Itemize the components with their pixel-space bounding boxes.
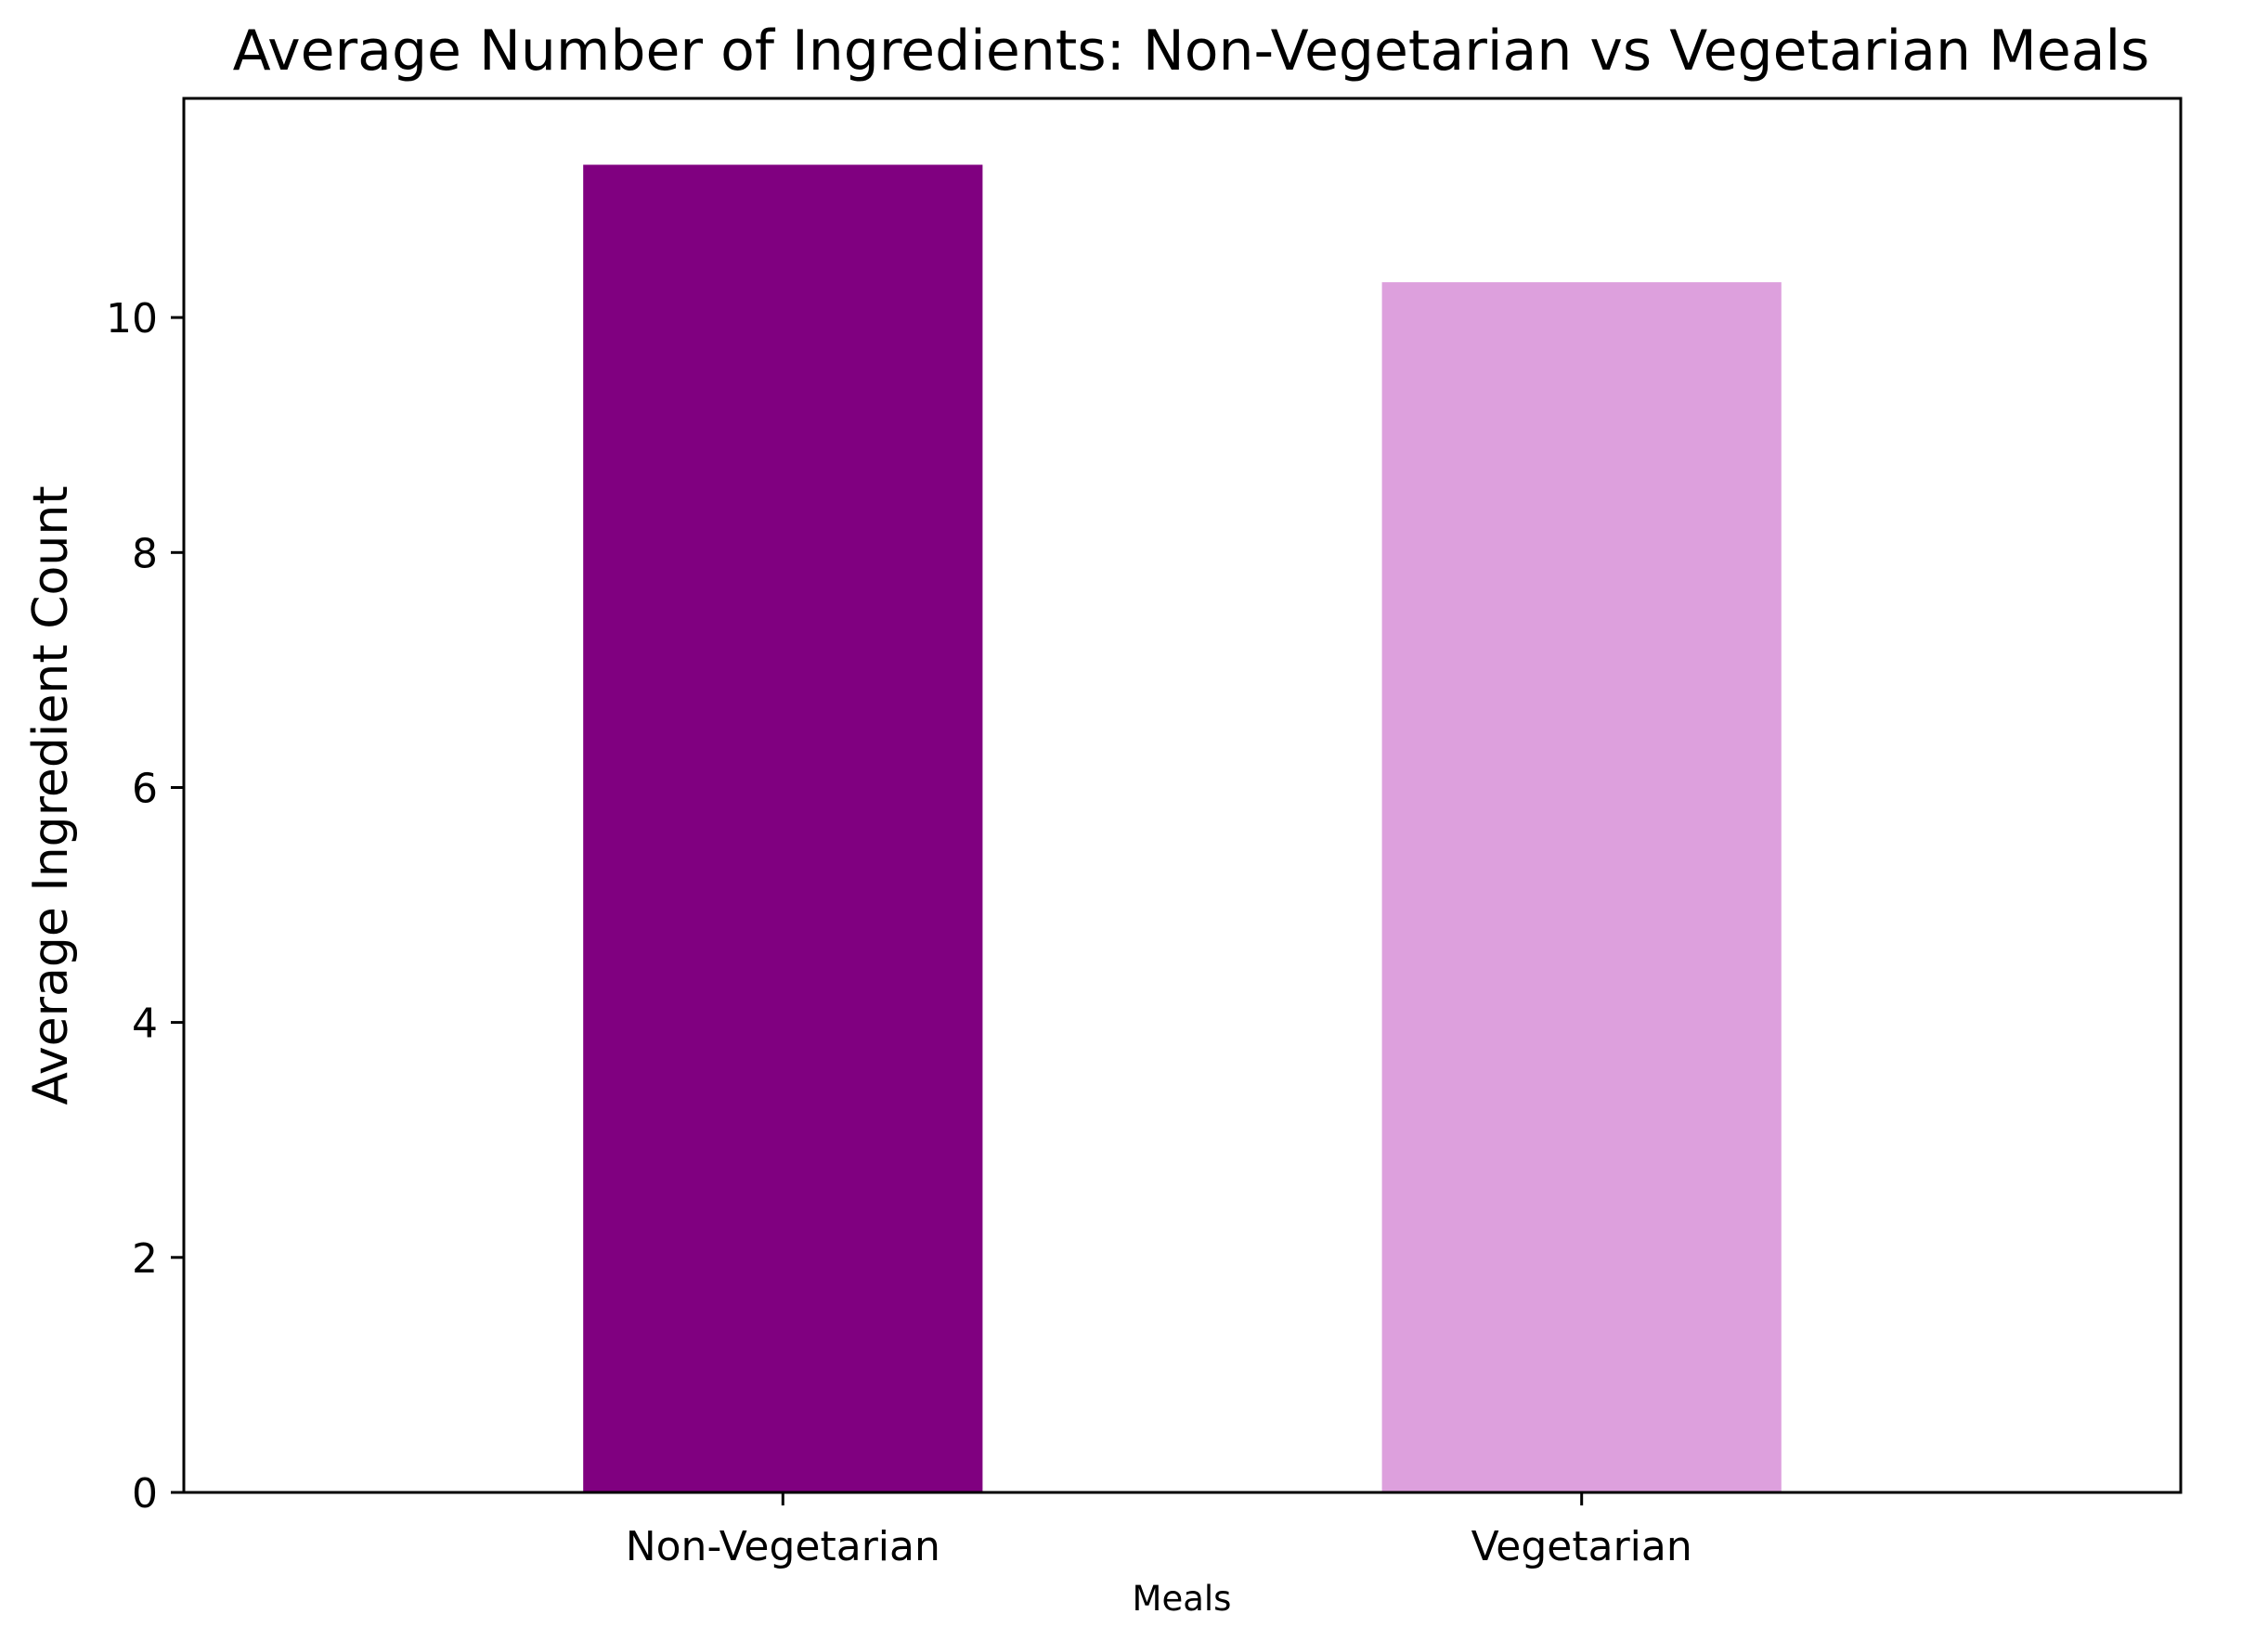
y-tick-label: 6: [132, 766, 158, 813]
bars: [583, 164, 1782, 1493]
x-axis-label: Meals: [1133, 1579, 1232, 1619]
bar-vegetarian: [1381, 282, 1782, 1493]
plot-area: [182, 97, 2183, 1494]
y-tick-label: 2: [132, 1235, 158, 1283]
y-tick-label: 8: [132, 530, 158, 577]
y-axis: 0 2 4 6 8 10: [106, 295, 184, 1517]
chart-title: Average Number of Ingredients: Non-Veget…: [233, 19, 2150, 84]
y-tick-label: 4: [132, 1001, 158, 1048]
x-tick-label: Non-Vegetarian: [626, 1523, 940, 1570]
plot-frame: [182, 97, 2183, 1494]
y-tick-label: 0: [132, 1470, 158, 1517]
y-axis-label: Average Ingredient Count: [23, 485, 79, 1104]
bar-non-vegetarian: [583, 164, 983, 1492]
x-axis: Non-Vegetarian Vegetarian: [626, 1492, 1692, 1570]
x-tick-label: Vegetarian: [1471, 1523, 1692, 1570]
y-tick-label: 10: [106, 295, 158, 342]
